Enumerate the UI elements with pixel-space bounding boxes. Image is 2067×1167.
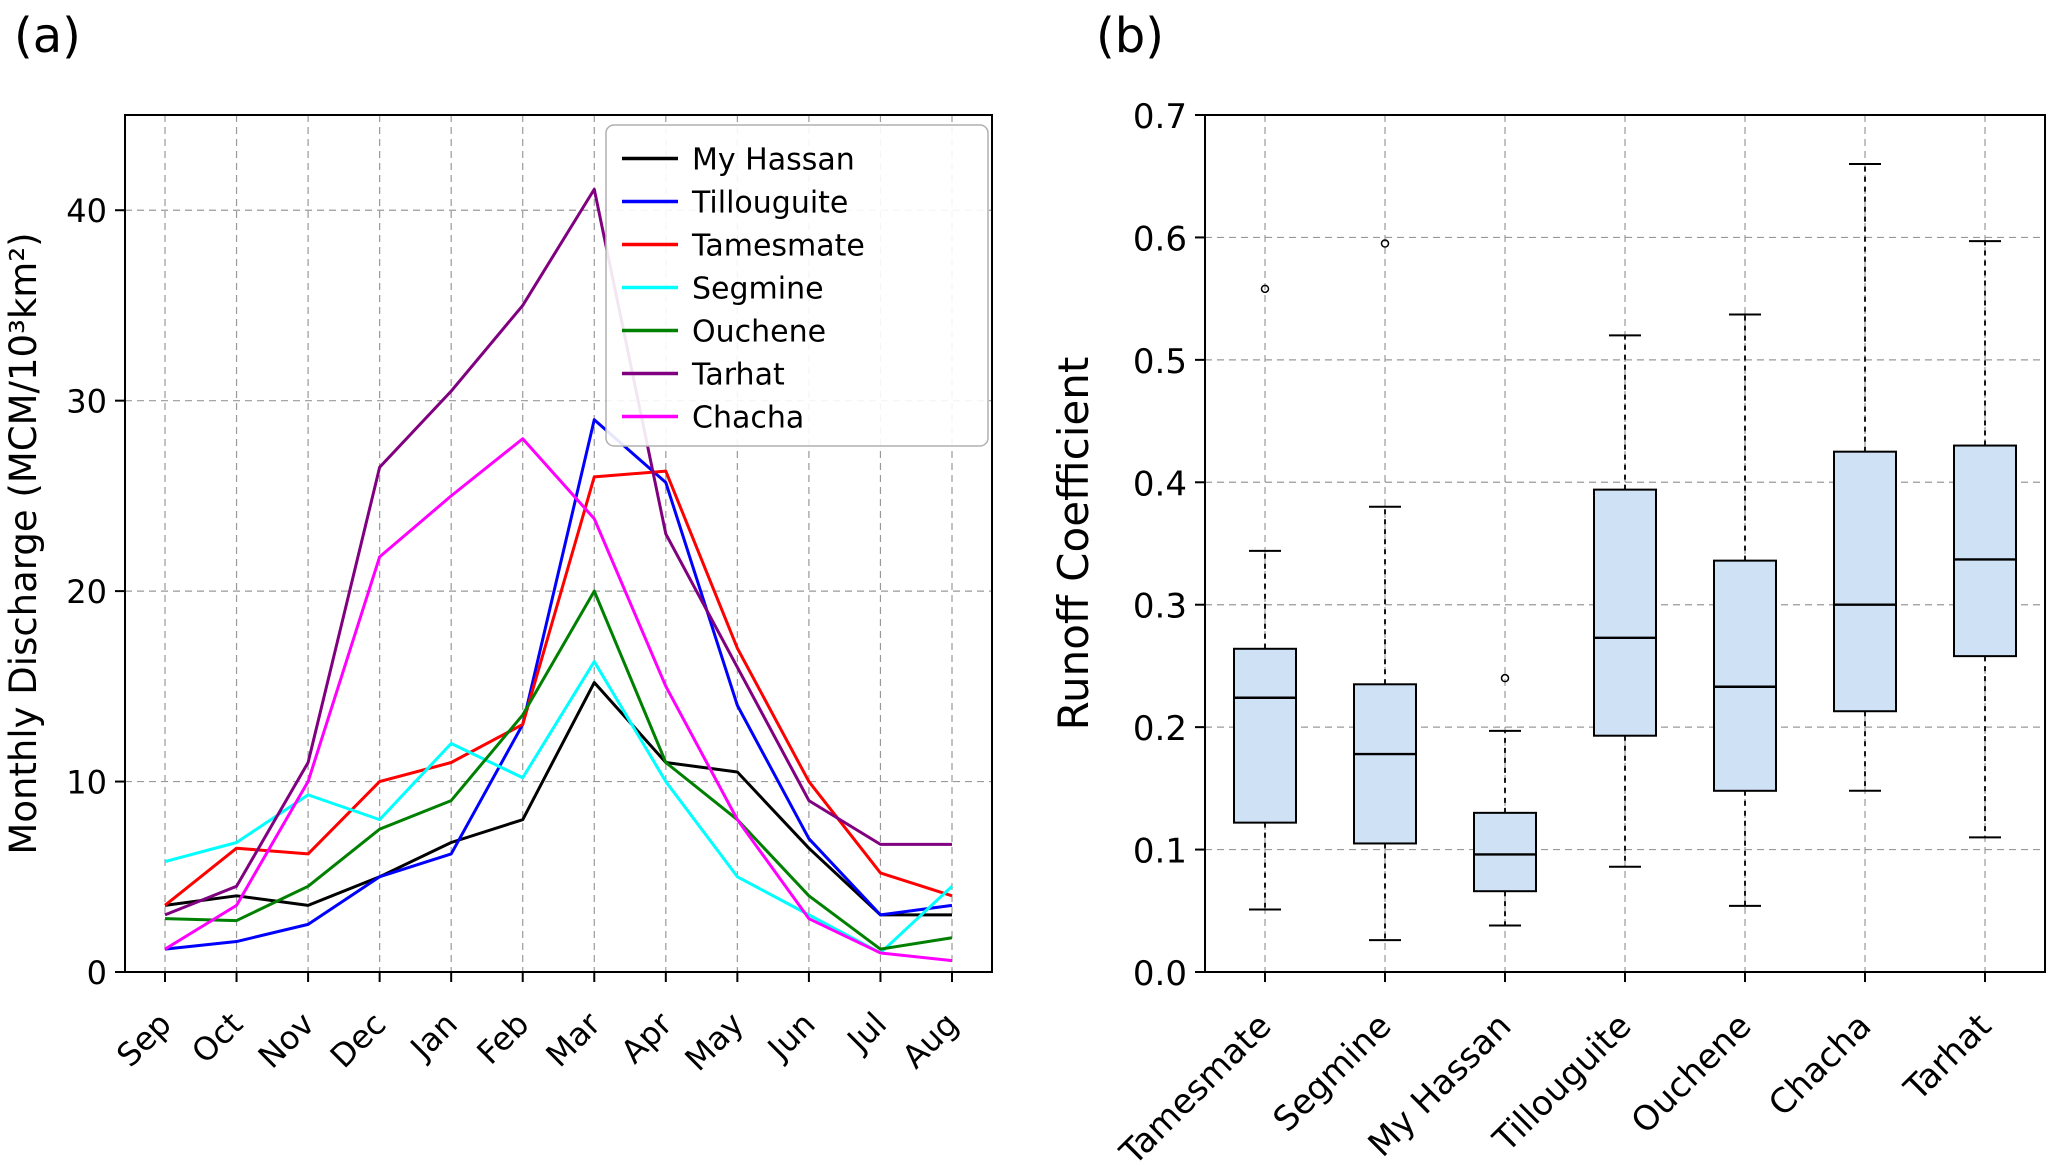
series-line-tillouguite <box>164 418 953 951</box>
y-tick-label-a: 10 <box>66 764 107 802</box>
iqr-box <box>1953 444 2017 658</box>
y-tick-label-b: 0.4 <box>1133 464 1187 504</box>
box-my-hassan <box>1473 673 1537 927</box>
series-line-tarhat <box>164 187 952 917</box>
x-tick-label-a: Aug <box>895 1005 966 1076</box>
y-tick-label-b: 0.0 <box>1133 954 1187 994</box>
y-tick-label-a: 40 <box>66 192 107 230</box>
x-tick-label-a: Dec <box>323 1005 394 1076</box>
x-tick-label-a: Jan <box>402 1005 465 1068</box>
x-tick-label-a: May <box>677 1005 751 1079</box>
box-tillouguite <box>1593 334 1657 868</box>
iqr-box <box>1473 811 1537 893</box>
x-tick-label-b: Tamesmate <box>1112 1006 1280 1167</box>
outlier-point <box>1500 673 1510 683</box>
legend: My Hassan Tillouguite Tamesmate Segmine Ouch… <box>605 124 989 447</box>
x-tick-label-a: Nov <box>251 1005 322 1076</box>
y-tick-label-a: 0 <box>87 954 107 992</box>
x-tick-label-a: Jul <box>839 1005 895 1061</box>
box-tamesmate <box>1233 284 1297 911</box>
series-line-ouchene <box>164 589 953 951</box>
plot-border-a <box>124 114 993 973</box>
legend-box <box>605 124 989 447</box>
y-tick-label-a: 20 <box>66 573 107 611</box>
x-tick-label-a: Mar <box>538 1004 608 1074</box>
y-axis-b: 0.0 0.1 0.2 0.3 0.4 0.5 0.6 0.7 <box>1133 97 1205 994</box>
panel-a-label: (a) <box>14 8 81 64</box>
iqr-box <box>1833 450 1897 713</box>
y-tick-label-b: 0.6 <box>1133 219 1187 259</box>
box-segmine <box>1353 239 1417 942</box>
iqr-box <box>1713 559 1777 792</box>
y-tick-label-b: 0.2 <box>1133 709 1187 749</box>
legend-label-ouchene: Ouchene <box>692 315 826 350</box>
box-ouchene <box>1713 313 1777 907</box>
outlier-point <box>1260 284 1270 294</box>
x-tick-label-b: Chacha <box>1761 1006 1879 1124</box>
x-tick-label-a: Apr <box>613 1004 680 1071</box>
y-axis-label-b: Runoff Coefficient <box>1049 357 1098 731</box>
y-tick-label-b: 0.3 <box>1133 587 1187 627</box>
legend-label-tamesmate: Tamesmate <box>691 229 865 264</box>
x-tick-label-b: Tarhat <box>1896 1006 1999 1109</box>
y-tick-label-b: 0.5 <box>1133 342 1187 382</box>
iqr-box <box>1353 683 1417 845</box>
x-tick-label-a: Jun <box>759 1005 823 1069</box>
legend-label-chacha: Chacha <box>692 401 804 436</box>
iqr-box <box>1593 488 1657 737</box>
box-chacha <box>1833 162 1897 792</box>
x-tick-label-a: Sep <box>109 1005 179 1075</box>
x-tick-label-a: Feb <box>469 1005 536 1072</box>
box-tarhat <box>1953 240 2017 839</box>
legend-label-tarhat: Tarhat <box>691 358 785 393</box>
x-tick-label-a: Oct <box>184 1005 250 1071</box>
series-line-tamesmate <box>164 469 953 907</box>
y-axis-a: 0 10 20 30 40 <box>66 192 125 992</box>
iqr-box <box>1233 647 1297 824</box>
y-tick-label-a: 30 <box>66 383 107 421</box>
legend-label-tillouguite: Tillouguite <box>691 186 848 221</box>
series-lines <box>164 187 954 963</box>
y-axis-label-a: Monthly Discharge (MCM/10³km²) <box>2 232 45 854</box>
outlier-point <box>1380 239 1390 248</box>
legend-label-segmine: Segmine <box>692 272 824 307</box>
series-line-my-hassan <box>164 681 952 917</box>
panel-b-label: (b) <box>1096 8 1164 64</box>
y-tick-label-b: 0.1 <box>1133 832 1187 872</box>
series-line-chacha <box>164 437 953 963</box>
y-tick-label-b: 0.7 <box>1133 97 1187 137</box>
x-tick-label-b: Ouchene <box>1624 1006 1760 1142</box>
legend-label-my-hassan: My Hassan <box>692 143 855 178</box>
